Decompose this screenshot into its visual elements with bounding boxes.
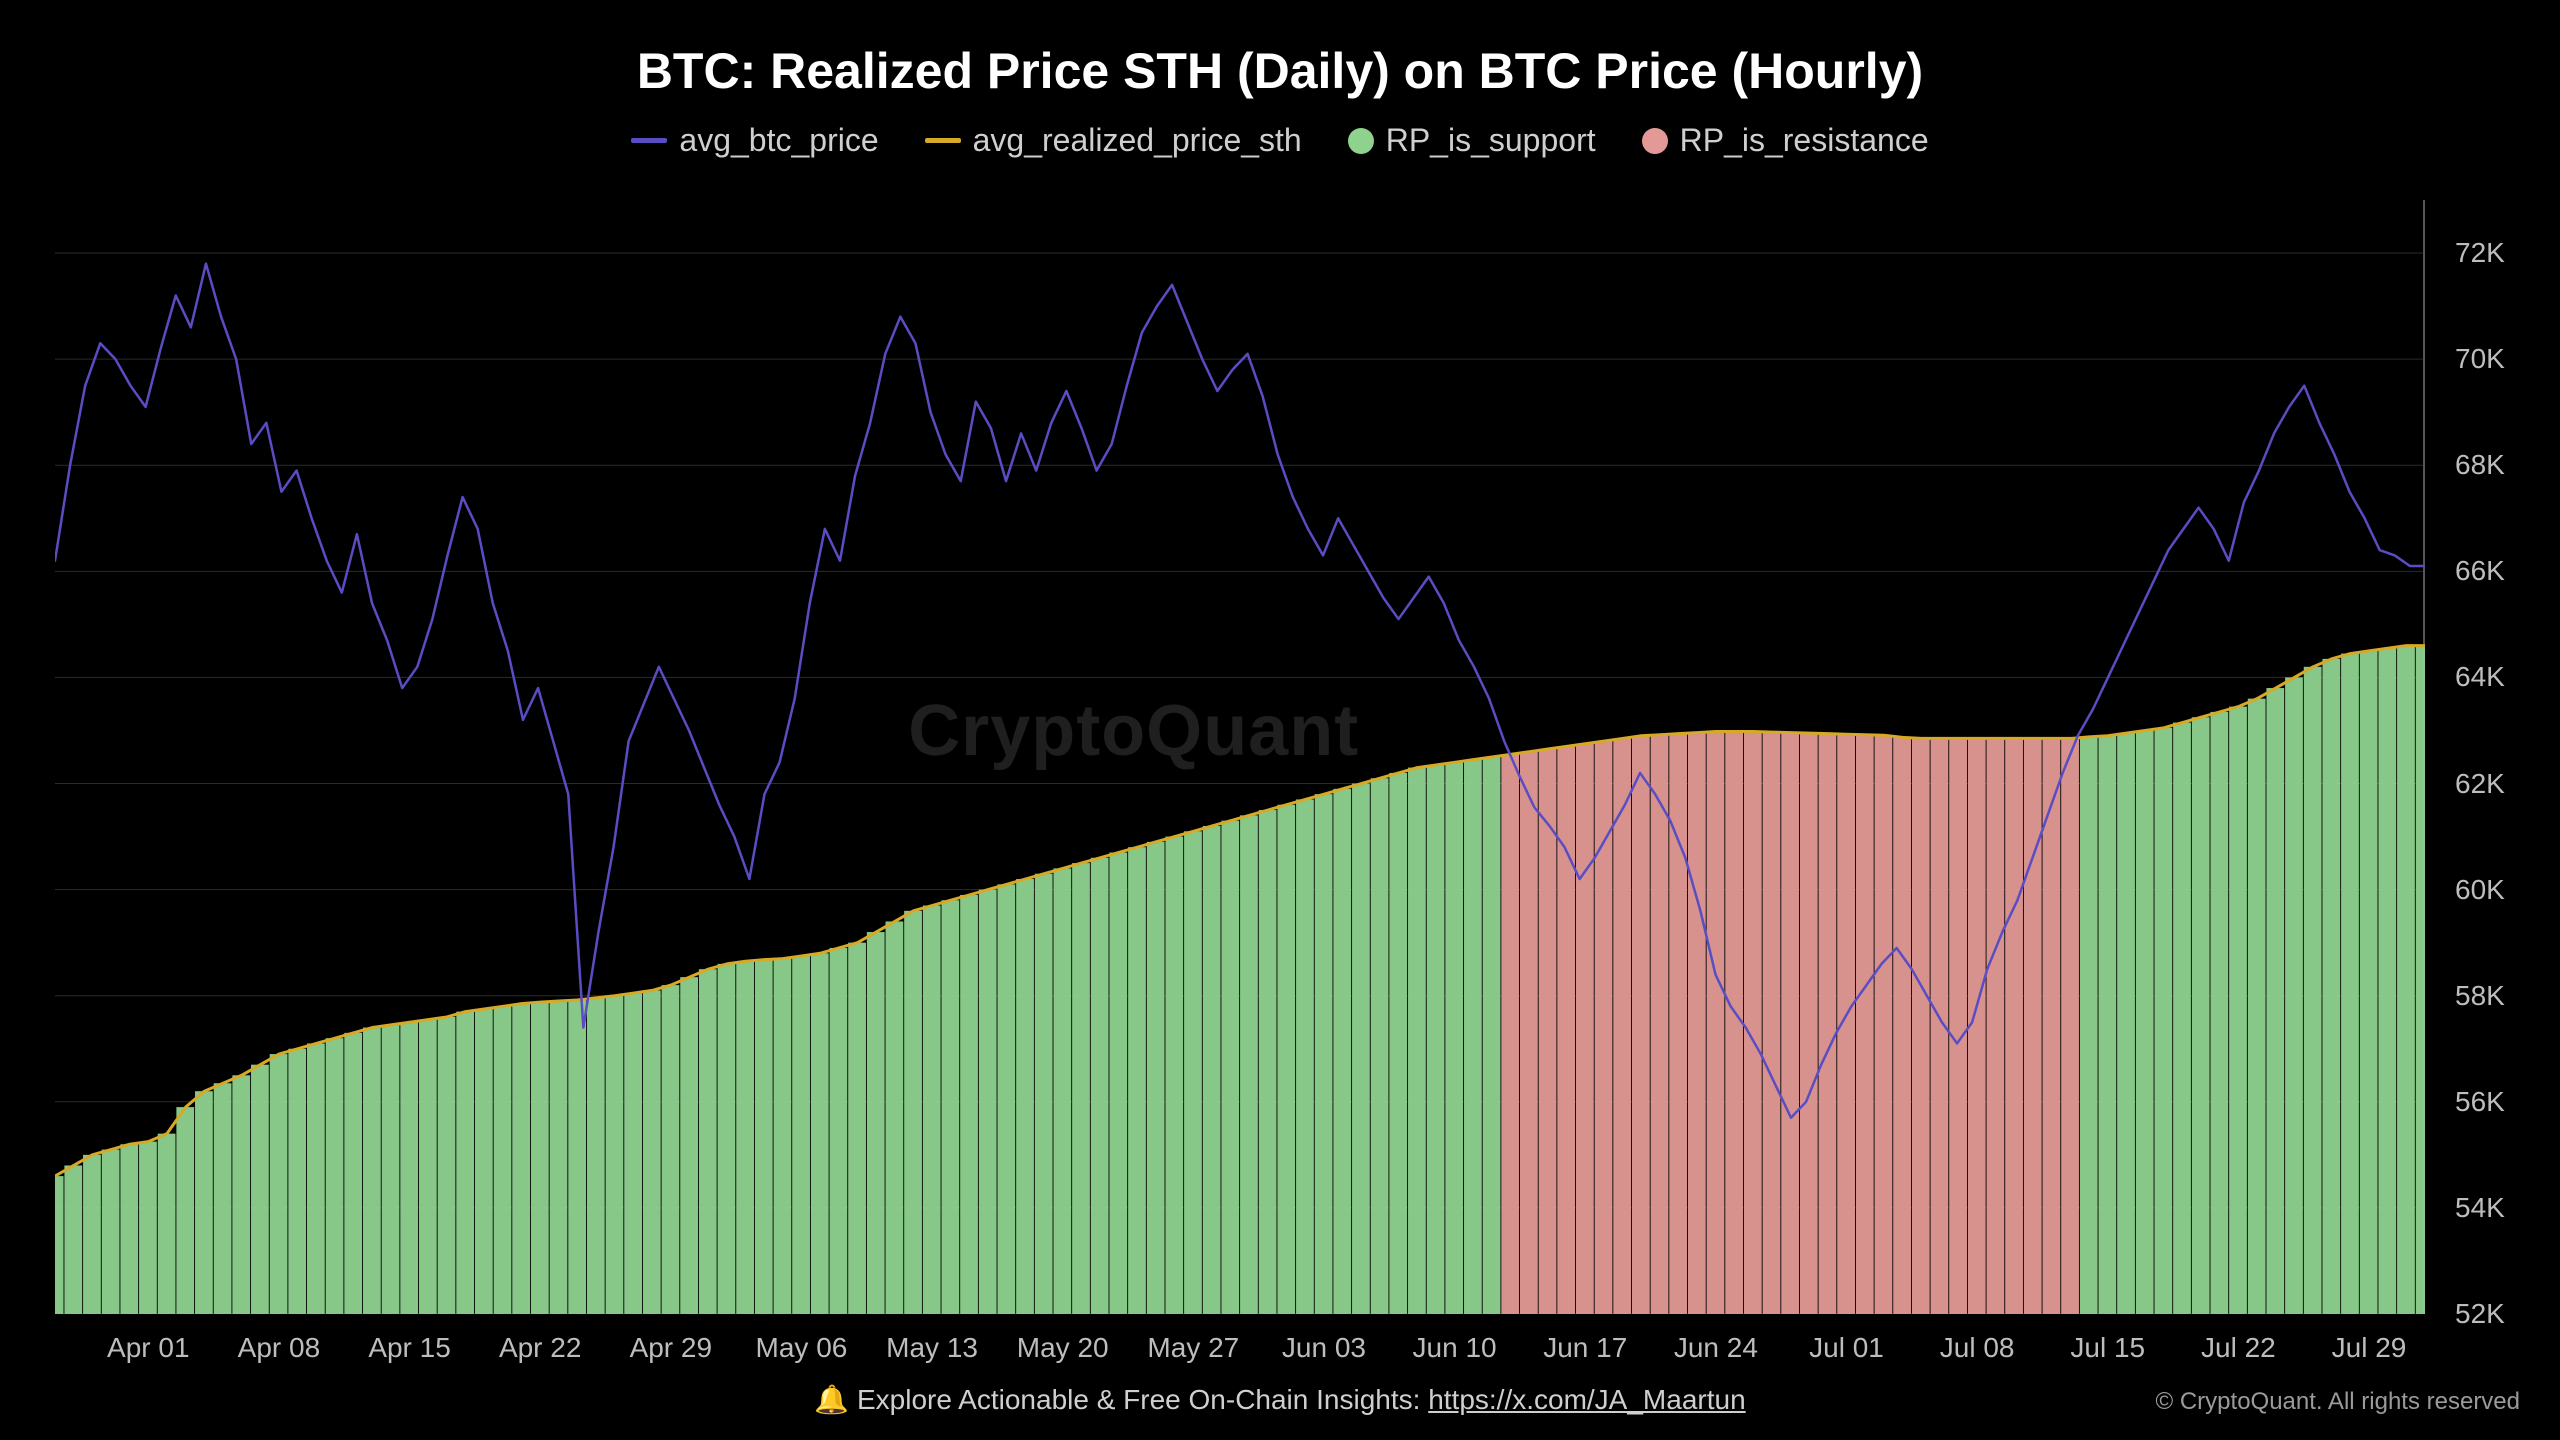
y-tick-label: 60K: [2455, 874, 2505, 906]
x-tick-label: Jul 15: [2070, 1332, 2145, 1364]
x-tick-label: Jul 29: [2332, 1332, 2407, 1364]
chart-title: BTC: Realized Price STH (Daily) on BTC P…: [0, 42, 2560, 100]
legend-label: avg_btc_price: [679, 122, 878, 159]
legend-line-swatch: [925, 138, 961, 143]
y-tick-label: 66K: [2455, 555, 2505, 587]
legend-label: RP_is_resistance: [1680, 122, 1929, 159]
legend-item: RP_is_resistance: [1642, 122, 1929, 159]
y-tick-label: 54K: [2455, 1192, 2505, 1224]
x-tick-label: Jun 17: [1543, 1332, 1627, 1364]
x-tick-label: Jun 03: [1282, 1332, 1366, 1364]
bell-icon: 🔔: [814, 1384, 849, 1415]
x-tick-label: May 20: [1017, 1332, 1109, 1364]
y-tick-label: 70K: [2455, 343, 2505, 375]
x-tick-label: Apr 08: [238, 1332, 321, 1364]
y-tick-label: 58K: [2455, 980, 2505, 1012]
chart-container: BTC: Realized Price STH (Daily) on BTC P…: [0, 0, 2560, 1440]
x-tick-label: Jul 08: [1940, 1332, 2015, 1364]
footer-text: Explore Actionable & Free On-Chain Insig…: [857, 1384, 1428, 1415]
chart-plot: [55, 200, 2425, 1314]
legend-label: RP_is_support: [1386, 122, 1596, 159]
x-tick-label: Apr 15: [368, 1332, 451, 1364]
x-tick-label: Jun 10: [1413, 1332, 1497, 1364]
x-tick-label: May 06: [756, 1332, 848, 1364]
x-tick-label: Jul 01: [1809, 1332, 1884, 1364]
footer-link[interactable]: https://x.com/JA_Maartun: [1428, 1384, 1745, 1415]
legend-item: avg_btc_price: [631, 122, 878, 159]
legend-item: RP_is_support: [1348, 122, 1596, 159]
copyright: © CryptoQuant. All rights reserved: [2156, 1388, 2521, 1416]
x-tick-label: May 13: [886, 1332, 978, 1364]
y-tick-label: 64K: [2455, 661, 2505, 693]
legend-label: avg_realized_price_sth: [973, 122, 1302, 159]
legend-item: avg_realized_price_sth: [925, 122, 1302, 159]
y-tick-label: 56K: [2455, 1086, 2505, 1118]
y-tick-label: 72K: [2455, 237, 2505, 269]
legend-dot-swatch: [1642, 128, 1668, 154]
y-tick-label: 52K: [2455, 1298, 2505, 1330]
chart-legend: avg_btc_price avg_realized_price_sth RP_is…: [0, 122, 2560, 159]
y-tick-label: 62K: [2455, 768, 2505, 800]
x-tick-label: Apr 29: [630, 1332, 713, 1364]
x-tick-label: Apr 22: [499, 1332, 582, 1364]
y-tick-label: 68K: [2455, 449, 2505, 481]
x-tick-label: May 27: [1147, 1332, 1239, 1364]
legend-dot-swatch: [1348, 128, 1374, 154]
legend-line-swatch: [631, 138, 667, 143]
x-tick-label: Apr 01: [107, 1332, 190, 1364]
x-tick-label: Jul 22: [2201, 1332, 2276, 1364]
x-tick-label: Jun 24: [1674, 1332, 1758, 1364]
